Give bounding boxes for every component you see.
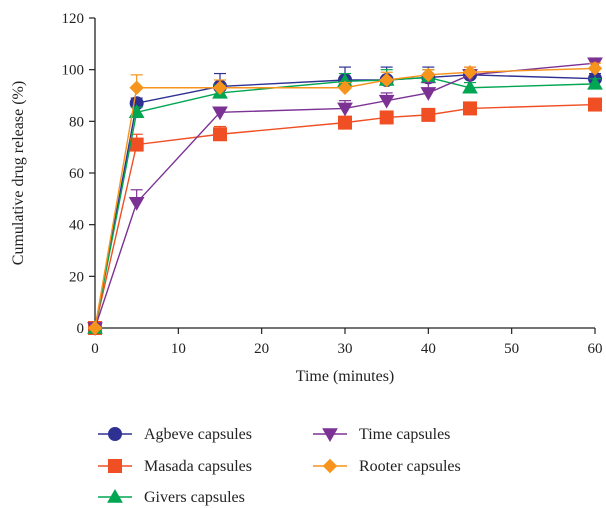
x-tick-label: 40 [421, 341, 436, 357]
x-tick-label: 30 [338, 341, 353, 357]
x-tick-label: 10 [171, 341, 186, 357]
y-tick-label: 40 [69, 218, 84, 234]
series-layer [87, 57, 603, 337]
legend-item-agbeve-capsules: Agbeve capsules [98, 426, 252, 443]
legend-label: Time capsules [359, 426, 450, 443]
data-point [128, 196, 145, 211]
series-masada-capsules [88, 97, 602, 335]
legend-item-masada-capsules: Masada capsules [98, 458, 252, 475]
legend-swatch-marker [108, 459, 122, 473]
data-point [337, 80, 353, 95]
data-point [337, 102, 353, 117]
data-point [212, 106, 228, 121]
legend: Agbeve capsules Masada capsules Givers cap… [98, 426, 461, 506]
y-tick-label: 20 [69, 269, 84, 285]
y-axis-title: Cumulative drug release (%) [10, 81, 27, 265]
series-line [94, 62, 596, 329]
series-rooter-capsules [87, 61, 603, 336]
series-line [94, 76, 596, 329]
data-point [587, 61, 603, 76]
x-tick-label: 0 [91, 341, 99, 357]
legend-swatch-marker [322, 458, 338, 474]
data-point [212, 80, 228, 95]
legend-item-time-capsules: Time capsules [313, 426, 450, 443]
data-point [421, 107, 436, 122]
x-tick-label: 20 [254, 341, 269, 357]
data-point [213, 127, 227, 142]
series-time-capsules [87, 57, 603, 337]
legend-label: Masada capsules [144, 458, 252, 475]
data-point [587, 75, 603, 90]
y-tick-label: 100 [62, 63, 85, 79]
y-tick-label: 60 [69, 166, 84, 182]
legend-label: Rooter capsules [359, 458, 461, 475]
legend-label: Agbeve capsules [144, 426, 252, 443]
x-ticks: 0 10 20 30 40 50 60 [91, 328, 603, 357]
data-point [379, 72, 394, 88]
series-line [94, 67, 596, 329]
data-point [87, 320, 103, 336]
data-point [129, 137, 144, 152]
legend-swatch-marker [108, 427, 122, 441]
x-axis-title: Time (minutes) [296, 368, 395, 385]
data-point [129, 80, 144, 95]
y-tick-label: 0 [77, 321, 85, 337]
data-point [463, 101, 477, 116]
data-point [420, 87, 437, 101]
data-point [421, 67, 436, 83]
x-tick-label: 60 [588, 341, 603, 357]
y-tick-label: 80 [69, 114, 84, 130]
axes [94, 18, 595, 329]
data-point [588, 97, 602, 112]
data-point [378, 94, 395, 109]
y-tick-label: 120 [62, 11, 85, 27]
legend-label: Givers capsules [144, 489, 245, 506]
legend-swatch-marker [107, 488, 123, 503]
legend-swatch-marker [322, 428, 338, 443]
series-line [94, 103, 596, 329]
data-point [379, 110, 394, 125]
legend-item-rooter-capsules: Rooter capsules [313, 458, 461, 475]
legend-item-givers-capsules: Givers capsules [98, 488, 245, 506]
data-point [462, 65, 478, 80]
data-point [338, 115, 352, 130]
x-tick-label: 50 [504, 341, 519, 357]
y-ticks: 0 20 40 60 80 100 120 [62, 11, 95, 337]
data-point [462, 79, 478, 94]
